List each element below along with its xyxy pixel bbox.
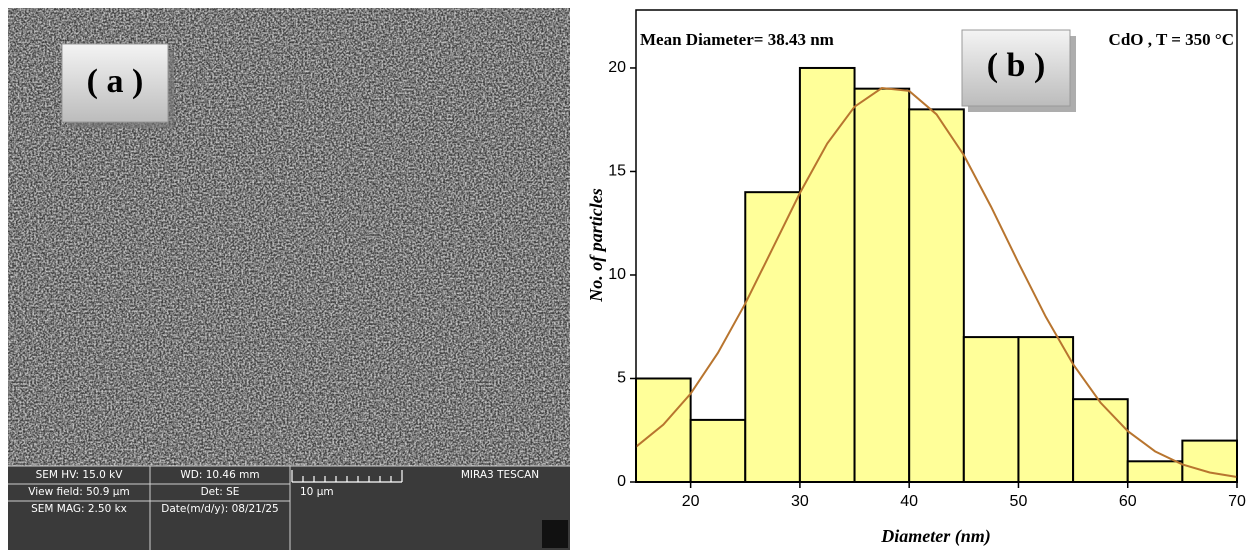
x-tick-label: 70 — [1228, 493, 1246, 510]
histogram-panel: Mean Diameter= 38.43 nm CdO , T = 350 °C… — [586, 9, 1246, 547]
info-bar — [8, 466, 570, 550]
bar — [635, 377, 692, 484]
info-text: View field: 50.9 μm — [28, 486, 129, 498]
info-text: SEM MAG: 2.50 kx — [31, 503, 127, 515]
x-tick-label: 30 — [791, 493, 809, 510]
y-tick-label: 15 — [608, 163, 626, 180]
bar — [744, 191, 801, 483]
bar — [962, 336, 1020, 483]
bar — [798, 66, 856, 484]
x-tick-label: 40 — [900, 493, 918, 510]
annotation: Mean Diameter= 38.43 nm — [640, 30, 834, 49]
fit-curve — [635, 87, 1238, 479]
sem-panel: ( a ) SEM HV: 15.0 kV WD: 10.46 mm MIRA3… — [8, 8, 570, 550]
y-tick-label: 20 — [608, 59, 626, 76]
panel-label: ( a ) — [87, 63, 144, 100]
info-text: 10 μm — [300, 486, 334, 498]
x-tick-label: 60 — [1119, 493, 1137, 510]
info-text: WD: 10.46 mm — [180, 469, 259, 481]
label-box — [961, 29, 1071, 107]
info-text: SEM HV: 15.0 kV — [36, 469, 124, 481]
y-axis-label: No. of particles — [586, 188, 606, 302]
bar — [1126, 460, 1184, 484]
bar — [689, 418, 747, 484]
info-text: Det: SE — [201, 486, 240, 498]
y-tick-label: 10 — [608, 266, 626, 283]
y-tick-label: 5 — [617, 370, 626, 387]
bar — [908, 108, 965, 484]
panel-label: ( b ) — [987, 47, 1046, 84]
info-grid — [8, 465, 570, 550]
logo-icon — [542, 520, 568, 548]
x-axis-label: Diameter (nm) — [880, 526, 991, 547]
plot-frame — [635, 9, 1238, 483]
y-tick-label: 0 — [617, 473, 626, 490]
info-text: MIRA3 TESCAN — [461, 469, 539, 481]
bar — [1017, 336, 1075, 483]
annotation: CdO , T = 350 °C — [1109, 30, 1234, 49]
bar — [853, 87, 911, 484]
info-text: Date(m/d/y): 08/21/25 — [161, 503, 279, 515]
scale-bar — [291, 470, 403, 483]
x-tick-label: 20 — [682, 493, 700, 510]
label-box — [61, 43, 169, 123]
bar — [1072, 398, 1129, 484]
x-tick-label: 50 — [1010, 493, 1028, 510]
